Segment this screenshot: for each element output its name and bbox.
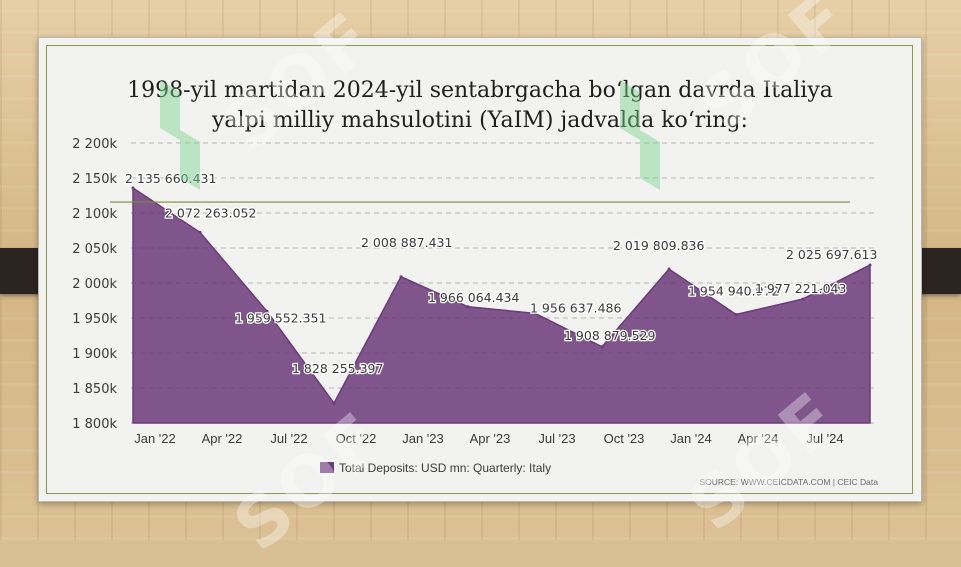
x-tick-label: Jan '22 <box>134 431 176 446</box>
data-label: 2 025 697.613 <box>786 247 877 262</box>
y-tick-label: 2 050k <box>72 242 117 257</box>
x-axis-labels: Jan '22 Apr '22 Jul '22 Oct '22 Jan '23 Apr '… <box>134 431 843 446</box>
data-label: 1 828 255.397 <box>292 361 383 376</box>
y-tick-label: 2 000k <box>72 277 117 292</box>
data-label: 1 908 879.529 <box>564 328 655 343</box>
legend-label: Total Deposits: USD mn: Quarterly: Italy <box>339 461 551 475</box>
x-tick-label: Jul '23 <box>538 431 575 446</box>
y-tick-label: 2 150k <box>72 172 117 187</box>
legend: Total Deposits: USD mn: Quarterly: Italy <box>320 461 551 475</box>
data-label: 1 966 064.434 <box>428 290 519 305</box>
inner-frame <box>46 45 913 494</box>
x-tick-label: Apr '23 <box>470 431 511 446</box>
y-tick-label: 1 800k <box>72 417 117 432</box>
data-label: 1 977 221.043 <box>755 281 846 296</box>
x-tick-label: Jul '22 <box>270 431 307 446</box>
x-tick-label: Jan '24 <box>670 431 712 446</box>
x-tick-label: Oct '23 <box>604 431 645 446</box>
y-axis-labels: 1 800k 1 850k 1 900k 1 950k 2 000k 2 050k 2 10… <box>72 137 117 432</box>
data-label: 1 956 637.486 <box>530 300 621 315</box>
x-tick-label: Oct '22 <box>336 431 377 446</box>
x-tick-label: Jul '24 <box>806 431 843 446</box>
data-point <box>466 305 470 309</box>
data-point <box>198 230 202 234</box>
data-label: 2 019 809.836 <box>613 238 704 253</box>
data-point <box>667 267 671 271</box>
source-text: SOURCE: WWW.CEICDATA.COM | CEIC Data <box>699 477 878 487</box>
y-tick-label: 1 850k <box>72 382 117 397</box>
area-fill <box>132 186 871 424</box>
data-point <box>734 313 738 317</box>
data-point <box>131 186 135 190</box>
legend-swatch <box>320 462 334 473</box>
data-point <box>533 311 537 315</box>
data-label: 1 959 552.351 <box>235 310 326 325</box>
y-tick-label: 1 950k <box>72 312 117 327</box>
x-tick-label: Apr '24 <box>738 431 779 446</box>
chart-title: 1998-yil martidan 2024-yil sentabrgacha … <box>100 76 860 136</box>
data-point <box>332 401 336 405</box>
y-tick-label: 2 200k <box>72 137 117 152</box>
data-point <box>801 297 805 301</box>
area-chart: 1 800k 1 850k 1 900k 1 950k 2 000k 2 050k 2 10… <box>72 137 879 487</box>
title-line-1: 1998-yil martidan 2024-yil sentabrgacha … <box>127 78 833 103</box>
area-series <box>131 186 872 424</box>
data-point <box>868 263 872 267</box>
data-label: 1 954 940.972 <box>688 284 779 299</box>
y-tick-label: 1 900k <box>72 347 117 362</box>
data-label: 2 072 263.052 <box>165 205 256 220</box>
data-point <box>265 309 269 313</box>
data-label: 2 135 660.431 <box>125 171 216 186</box>
y-tick-label: 2 100k <box>72 207 117 222</box>
data-point <box>600 345 604 349</box>
data-point <box>399 275 403 279</box>
data-label: 2 008 887.431 <box>361 235 452 250</box>
data-labels: 2 135 660.431 2 072 263.052 1 959 552.351 1… <box>124 170 879 378</box>
x-tick-label: Apr '22 <box>202 431 243 446</box>
title-line-2: yalpi milliy mahsulotini (YaIM) jadvalda… <box>212 108 748 133</box>
x-tick-label: Jan '23 <box>402 431 444 446</box>
